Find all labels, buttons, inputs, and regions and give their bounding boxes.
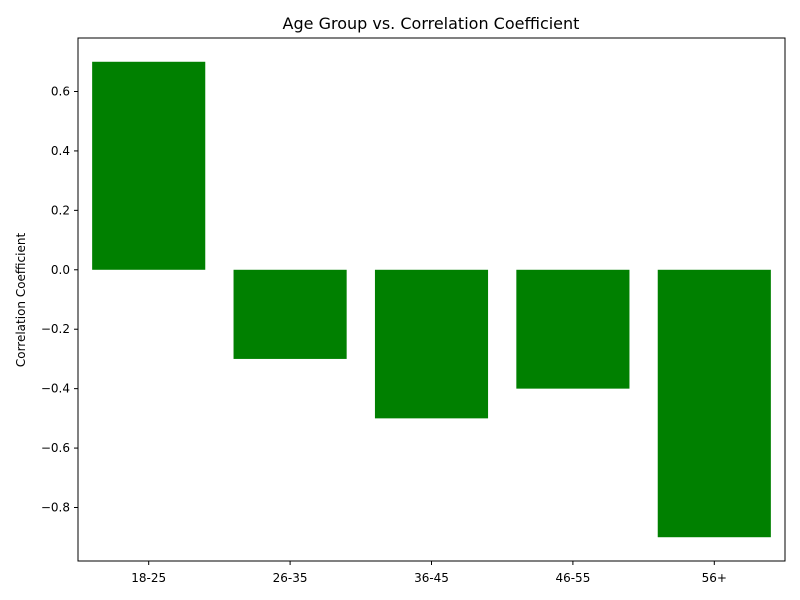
bars-layer	[92, 61, 771, 538]
x-tick-label: 46-55	[555, 571, 590, 585]
y-tick-label: −0.2	[41, 322, 70, 336]
bar-18-25	[92, 61, 206, 270]
x-tick-label: 36-45	[414, 571, 449, 585]
bar-36-45	[374, 269, 489, 419]
y-tick-label: −0.6	[41, 441, 70, 455]
y-axis-title: Correlation Coefficient	[14, 233, 28, 368]
bar-46-55	[516, 269, 630, 389]
y-tick-label: 0.0	[51, 263, 70, 277]
y-tick-label: 0.4	[51, 144, 70, 158]
y-tick-label: −0.4	[41, 382, 70, 396]
y-tick-label: 0.6	[51, 84, 70, 98]
chart-title: Age Group vs. Correlation Coefficient	[283, 14, 580, 33]
y-tick-label: −0.8	[41, 501, 70, 515]
bar-26-35	[233, 269, 347, 359]
x-tick-label: 56+	[702, 571, 727, 585]
x-tick-label: 18-25	[131, 571, 166, 585]
y-tick-label: 0.2	[51, 203, 70, 217]
x-tick-label: 26-35	[273, 571, 308, 585]
plot-frame	[77, 37, 786, 562]
x-axis: 18-25 26-35 36-45 46-55 56+	[131, 561, 727, 585]
y-axis: 0.6 0.4 0.2 0.0 −0.2 −0.4 −0.6 −0.8	[41, 84, 78, 515]
bar-56+	[657, 269, 771, 538]
